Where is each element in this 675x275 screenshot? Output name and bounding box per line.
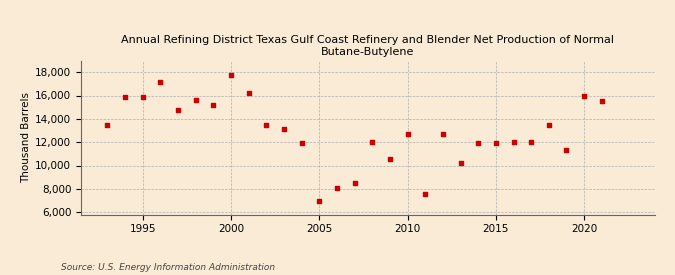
- Point: [190, 98, 201, 102]
- Point: [491, 141, 502, 145]
- Point: [296, 141, 307, 145]
- Point: [508, 140, 519, 144]
- Point: [279, 127, 290, 131]
- Point: [437, 132, 448, 136]
- Point: [385, 156, 396, 161]
- Point: [208, 103, 219, 107]
- Point: [225, 72, 236, 77]
- Point: [543, 122, 554, 127]
- Point: [119, 95, 130, 99]
- Point: [138, 95, 148, 100]
- Point: [455, 161, 466, 165]
- Y-axis label: Thousand Barrels: Thousand Barrels: [21, 92, 31, 183]
- Point: [578, 93, 589, 98]
- Point: [314, 198, 325, 203]
- Point: [243, 91, 254, 95]
- Point: [102, 122, 113, 127]
- Point: [173, 107, 184, 112]
- Point: [261, 122, 272, 127]
- Text: Source: U.S. Energy Information Administration: Source: U.S. Energy Information Administ…: [61, 263, 275, 272]
- Point: [349, 181, 360, 185]
- Title: Annual Refining District Texas Gulf Coast Refinery and Blender Net Production of: Annual Refining District Texas Gulf Coas…: [122, 35, 614, 57]
- Point: [420, 191, 431, 196]
- Point: [526, 140, 537, 144]
- Point: [331, 185, 342, 190]
- Point: [367, 140, 378, 144]
- Point: [597, 99, 608, 103]
- Point: [155, 79, 166, 84]
- Point: [402, 132, 413, 136]
- Point: [472, 141, 483, 145]
- Point: [561, 148, 572, 153]
